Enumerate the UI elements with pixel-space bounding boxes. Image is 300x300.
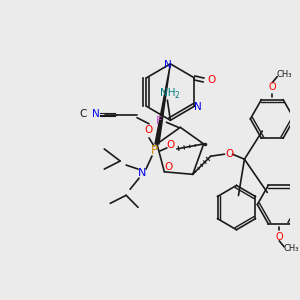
Text: P: P xyxy=(151,145,158,158)
Text: C: C xyxy=(80,109,87,119)
Text: N: N xyxy=(138,168,146,178)
Text: N: N xyxy=(194,102,201,112)
Text: O: O xyxy=(268,82,276,92)
Text: 2: 2 xyxy=(175,91,180,100)
Text: O: O xyxy=(167,140,175,150)
Text: O: O xyxy=(207,75,215,85)
Text: O: O xyxy=(145,125,153,135)
Text: O: O xyxy=(164,162,172,172)
Text: N: N xyxy=(92,109,100,119)
Text: F: F xyxy=(156,116,163,126)
Text: CH₃: CH₃ xyxy=(276,70,292,79)
Text: CH₃: CH₃ xyxy=(284,244,299,253)
Text: O: O xyxy=(225,149,234,159)
Text: O: O xyxy=(275,232,283,242)
Text: NH: NH xyxy=(160,88,175,98)
Polygon shape xyxy=(155,64,170,144)
Text: N: N xyxy=(164,60,171,70)
